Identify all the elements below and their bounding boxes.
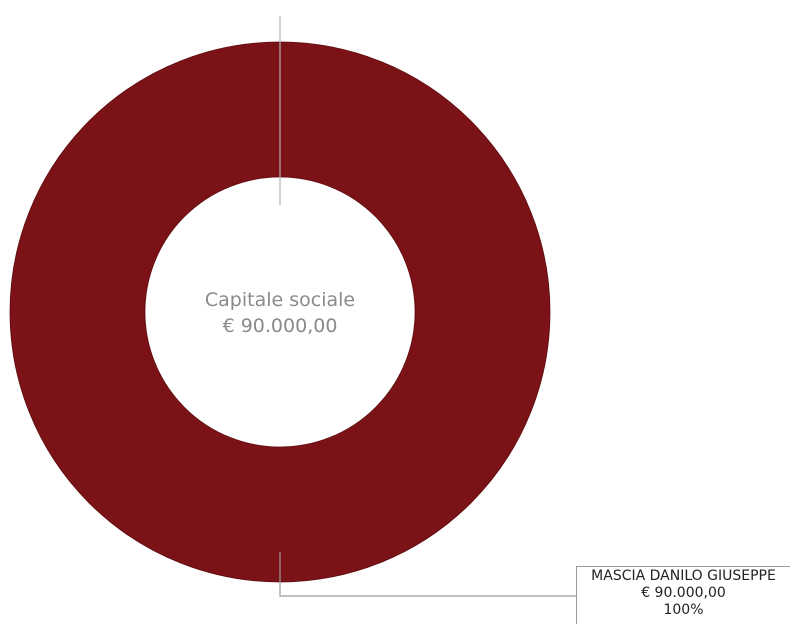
slice-data-label: MASCIA DANILO GIUSEPPE € 90.000,00 100%: [576, 566, 790, 624]
slice-name-label: MASCIA DANILO GIUSEPPE: [591, 568, 776, 584]
slice-value-label: € 90.000,00: [641, 585, 726, 601]
callout-leader-line: [279, 552, 576, 597]
center-label-value: € 90.000,00: [223, 315, 338, 337]
center-label-title: Capitale sociale: [205, 289, 355, 311]
slice-percent-label: 100%: [663, 602, 704, 618]
